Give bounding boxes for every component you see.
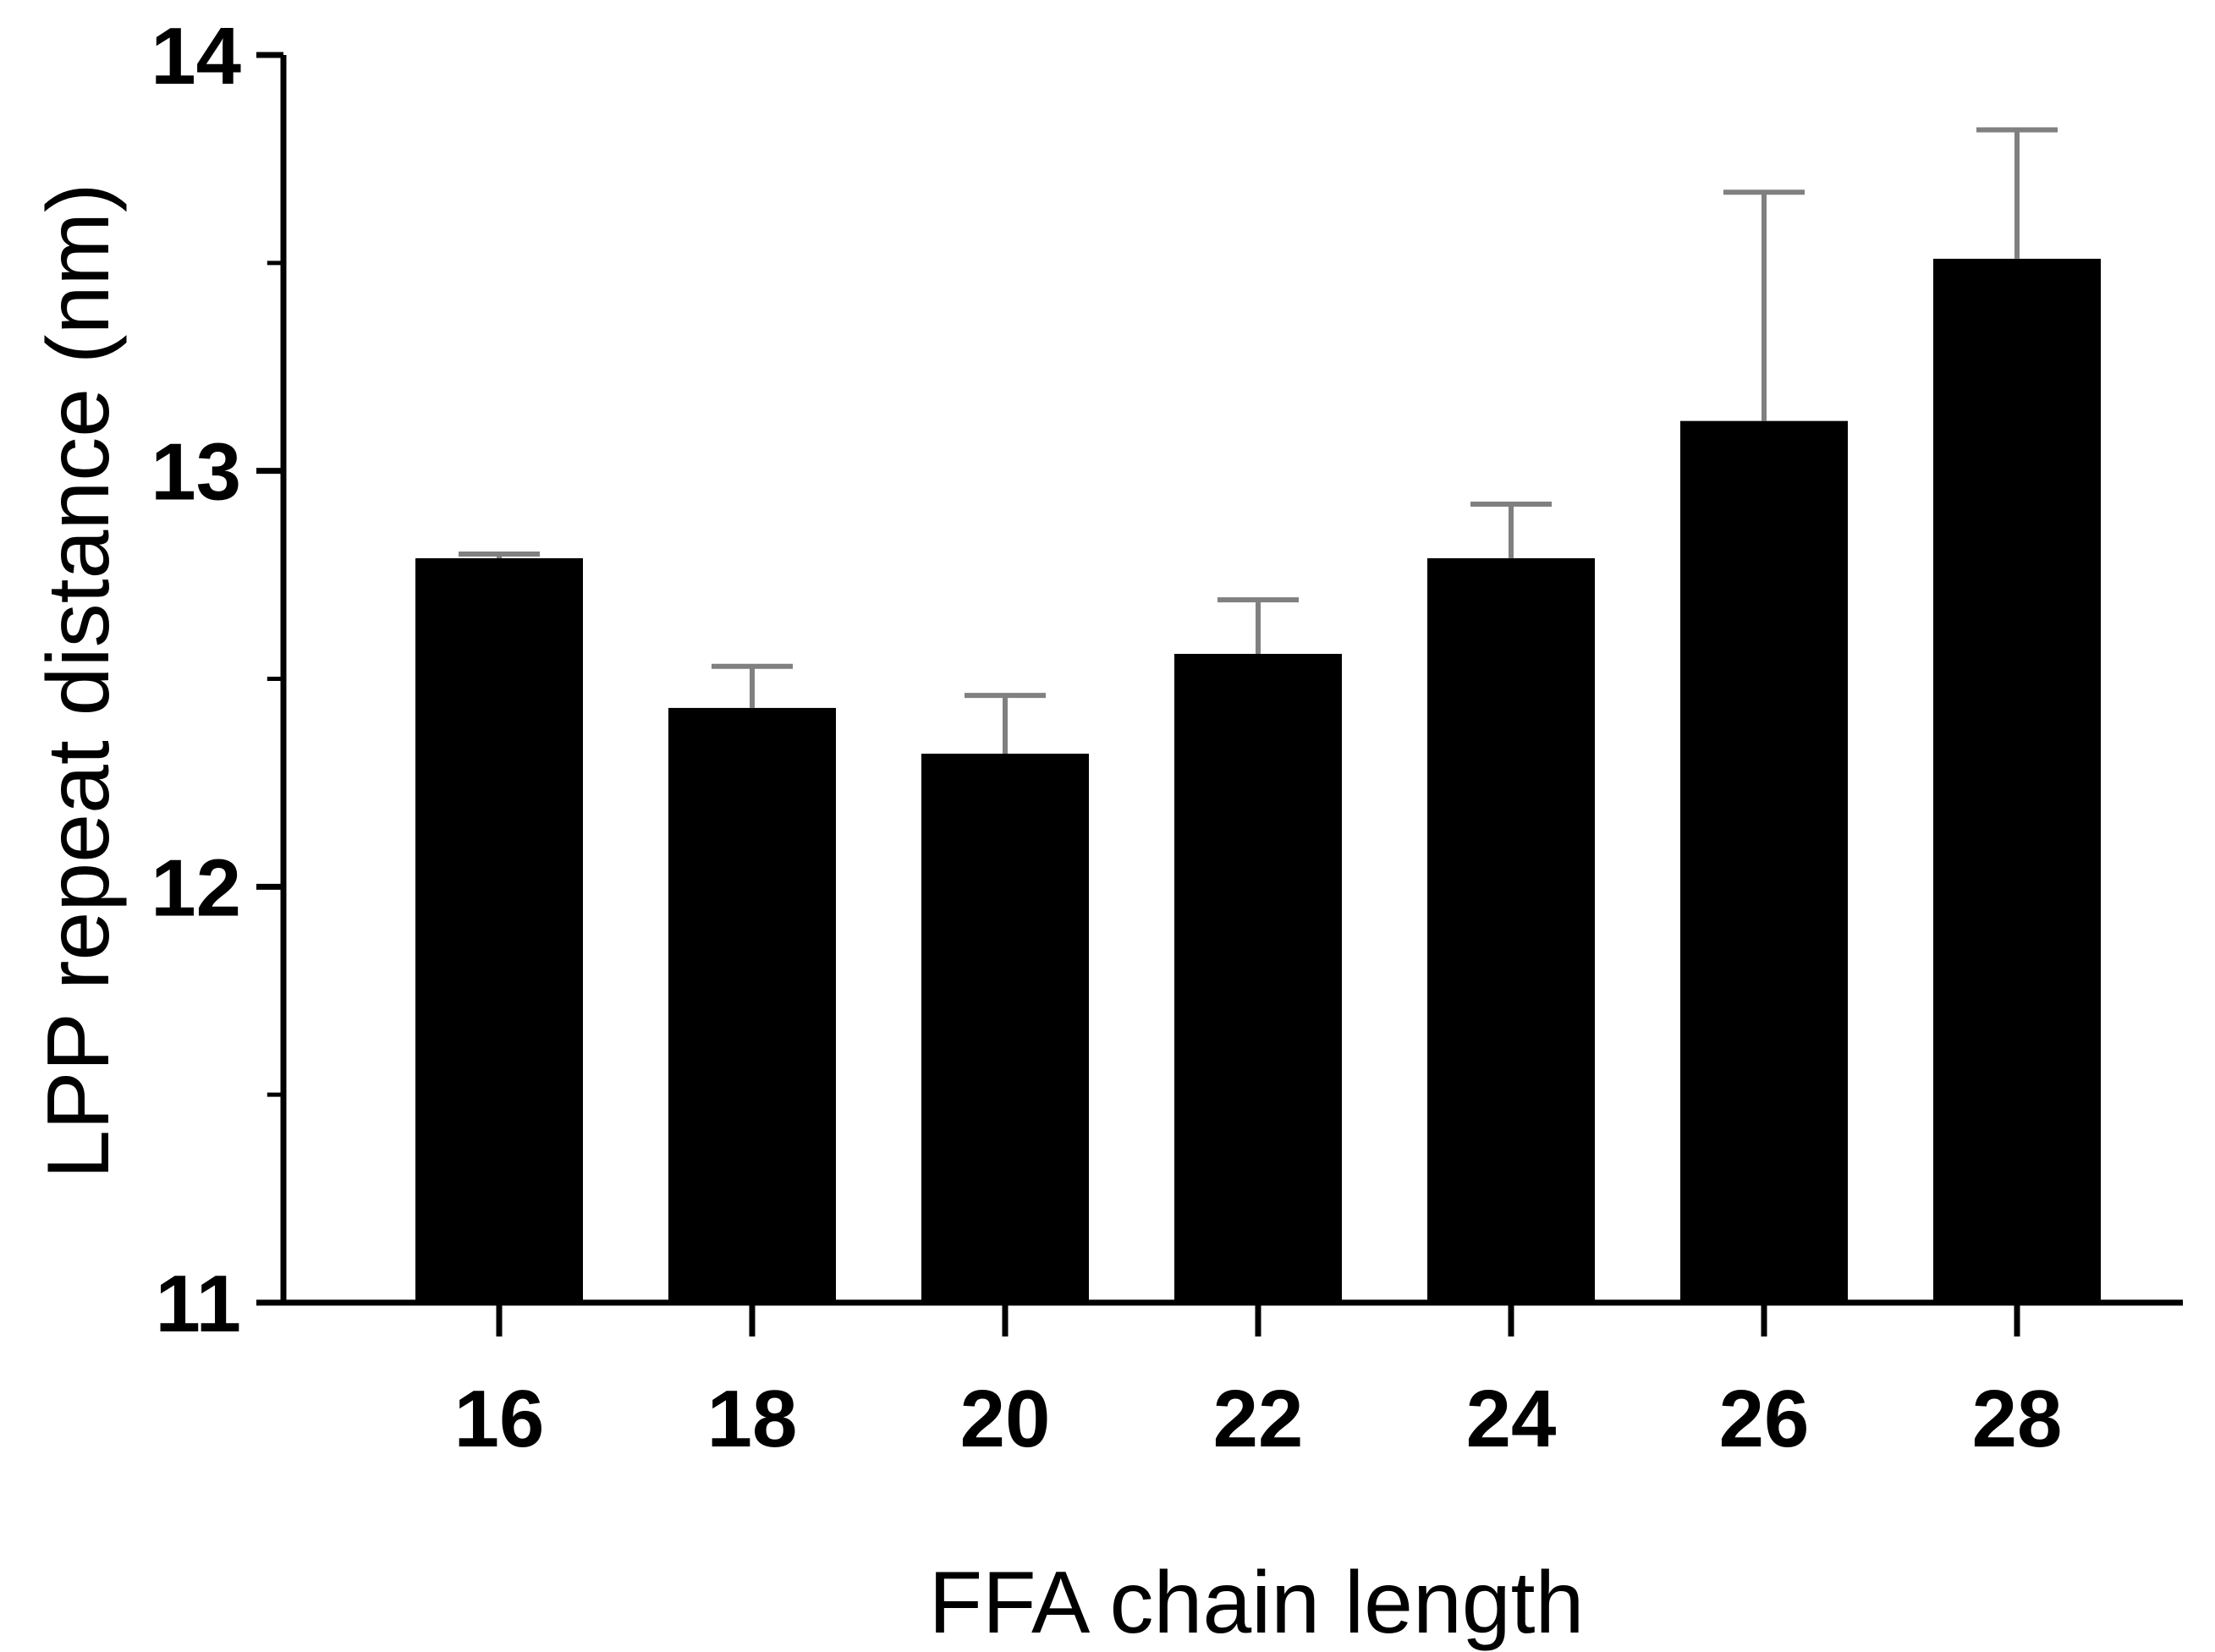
x-tick-label-18: 18 <box>707 1374 798 1464</box>
x-tick-label-16: 16 <box>454 1374 545 1464</box>
bar-20 <box>921 754 1089 1303</box>
x-axis-title: FFA chain length <box>929 1554 1585 1652</box>
y-axis-ticks: 11 12 13 14 <box>151 11 283 1349</box>
x-tick-label-26: 26 <box>1719 1374 1810 1464</box>
x-tick-label-24: 24 <box>1466 1374 1557 1464</box>
x-tick-label-28: 28 <box>1972 1374 2063 1464</box>
bar-26 <box>1680 420 1848 1303</box>
bar-18 <box>668 707 836 1303</box>
x-axis-ticks: 16 18 20 22 24 26 28 <box>454 1303 2063 1464</box>
bar-16 <box>415 557 583 1303</box>
y-tick-label-12: 12 <box>151 842 241 933</box>
y-tick-label-11: 11 <box>156 1259 241 1349</box>
bar-22 <box>1174 654 1342 1303</box>
y-axis-title: LPP repeat distance (nm) <box>30 183 128 1178</box>
y-tick-label-13: 13 <box>151 427 241 518</box>
bar-28 <box>1933 258 2101 1303</box>
x-tick-label-22: 22 <box>1213 1374 1304 1464</box>
bars <box>415 258 2101 1303</box>
error-bars <box>459 127 2058 754</box>
bar-24 <box>1427 557 1595 1303</box>
x-tick-label-20: 20 <box>960 1374 1051 1464</box>
y-tick-label-14: 14 <box>151 11 241 102</box>
